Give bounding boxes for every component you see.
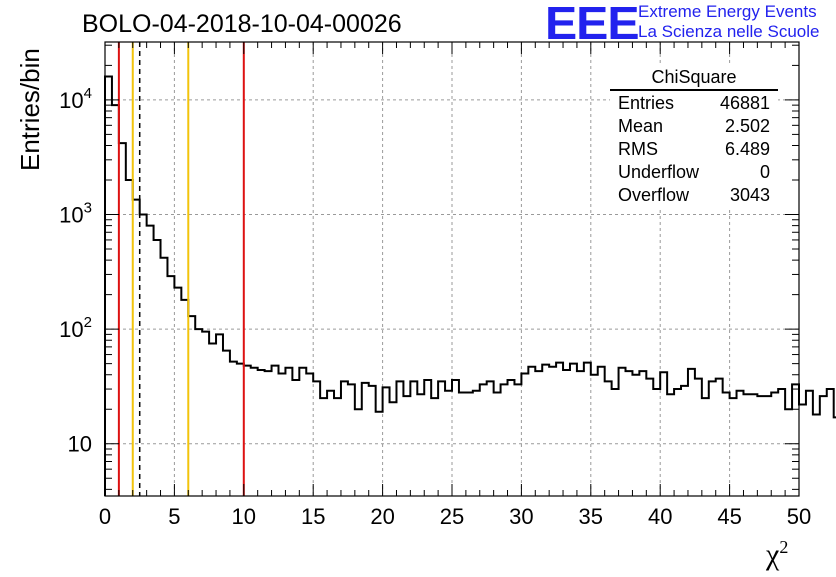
stat-name: RMS xyxy=(618,139,658,159)
x-tick-label: 25 xyxy=(440,504,464,529)
x-tick-label: 20 xyxy=(370,504,394,529)
y-tick-label: 102 xyxy=(59,314,92,342)
stat-name: Mean xyxy=(618,116,664,136)
x-axis-label: χ2 xyxy=(766,537,788,572)
x-tick-label: 10 xyxy=(232,504,256,529)
stat-name: Underflow xyxy=(618,162,700,182)
stats-box: ChiSquare Entries 46881 Mean 2.502 RMS 6… xyxy=(610,66,778,208)
x-tick-label: 15 xyxy=(301,504,325,529)
stats-title: ChiSquare xyxy=(651,67,737,87)
stat-value: 6.489 xyxy=(724,139,770,159)
y-tick-label: 103 xyxy=(59,200,92,228)
x-tick-label: 5 xyxy=(168,504,180,529)
stat-row-overflow: Overflow 3043 xyxy=(618,185,770,207)
x-axis-label-exponent: 2 xyxy=(779,537,789,557)
y-tick-label: 104 xyxy=(59,85,92,113)
eee-logo: EEE Extreme Energy Events La Scienza nel… xyxy=(541,0,831,49)
logo-letters: EEE xyxy=(545,0,640,49)
x-tick-label: 40 xyxy=(648,504,672,529)
histogram-series xyxy=(104,75,836,496)
stat-name: Entries xyxy=(618,93,675,113)
stat-value: 3043 xyxy=(729,185,770,205)
stat-row-entries: Entries 46881 xyxy=(618,93,770,115)
stat-row-underflow: Underflow 0 xyxy=(618,162,770,184)
logo-line-2: La Scienza nelle Scuole xyxy=(638,22,820,41)
x-tick-label: 50 xyxy=(787,504,811,529)
x-tick-label: 30 xyxy=(509,504,533,529)
stat-value: 2.502 xyxy=(724,116,770,136)
stat-value: 46881 xyxy=(719,93,770,113)
stats-title-rule xyxy=(610,89,778,91)
stat-row-mean: Mean 2.502 xyxy=(618,116,770,138)
stat-row-rms: RMS 6.489 xyxy=(618,139,770,161)
y-tick-label: 10 xyxy=(68,432,92,457)
x-axis-label-symbol: χ xyxy=(766,538,780,571)
x-tick-label: 45 xyxy=(717,504,741,529)
y-axis-label: Entries/bin xyxy=(15,48,45,171)
logo-line-1: Extreme Energy Events xyxy=(638,2,817,21)
stat-name: Overflow xyxy=(618,185,690,205)
x-tick-label: 35 xyxy=(579,504,603,529)
x-tick-label: 0 xyxy=(99,504,111,529)
run-title: BOLO-04-2018-10-04-00026 xyxy=(82,10,402,38)
stat-value: 0 xyxy=(759,162,770,182)
